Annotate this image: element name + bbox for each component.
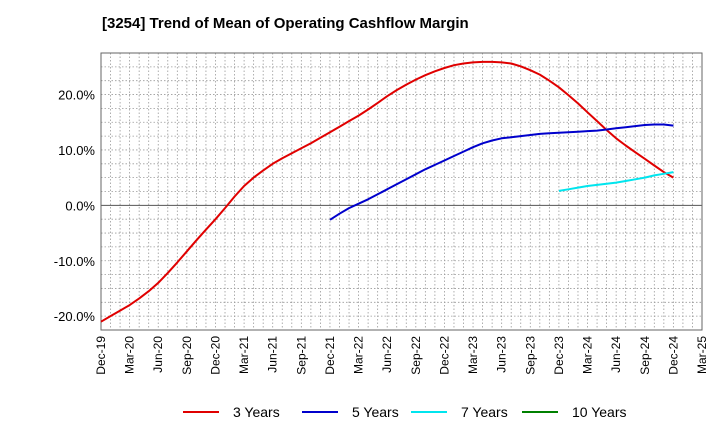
series-line-5-years [329, 123, 674, 221]
legend-label: 7 Years [461, 404, 508, 420]
x-tick-label: Mar-20 [123, 336, 137, 374]
x-tick-label: Jun-22 [380, 336, 394, 373]
x-tick-label: Jun-23 [495, 336, 509, 373]
legend-swatch [302, 411, 338, 413]
x-tick-label: Mar-22 [352, 336, 366, 374]
x-tick-label: Sep-21 [294, 336, 308, 375]
chart-title: [3254] Trend of Mean of Operating Cashfl… [102, 15, 469, 32]
legend-item: 3 Years [183, 404, 280, 420]
grid [100, 52, 703, 331]
x-tick-label: Mar-23 [466, 336, 480, 374]
legend-label: 3 Years [233, 404, 280, 420]
plot-frame [100, 52, 703, 331]
line-chart: -20.0% -10.0% 0.0% 10.0% 20.0% Dec-19 Mar-20 Ju… [54, 52, 709, 375]
x-tick-label: Mar-24 [581, 336, 595, 374]
series-line-7-years [558, 171, 674, 192]
legend-item: 7 Years [411, 404, 508, 420]
y-tick-label: -20.0% [54, 309, 96, 324]
x-tick-label: Sep-23 [523, 336, 537, 375]
legend-swatch [522, 411, 558, 413]
legend-label: 5 Years [352, 404, 399, 420]
x-tick-label: Sep-20 [180, 336, 194, 375]
y-tick-label: 0.0% [65, 198, 95, 213]
legend-item: 10 Years [522, 404, 627, 420]
x-tick-label: Sep-22 [409, 336, 423, 375]
y-tick-label: 20.0% [58, 88, 95, 103]
axes [100, 52, 703, 331]
legend-swatch [411, 411, 447, 413]
series-lines [100, 60, 674, 323]
x-tick-label: Dec-19 [94, 336, 108, 375]
x-tick-label: Jun-20 [151, 336, 165, 373]
y-tick-label: -10.0% [54, 254, 96, 269]
series-line-3-years [100, 60, 674, 323]
x-tick-label: Dec-24 [666, 336, 680, 375]
x-tick-label: Jun-24 [609, 336, 623, 373]
x-tick-label: Mar-25 [695, 336, 709, 374]
legend: 3 Years 5 Years 7 Years 10 Years [0, 404, 720, 426]
x-tick-label: Jun-21 [266, 336, 280, 373]
tick-labels: -20.0% -10.0% 0.0% 10.0% 20.0% Dec-19 Mar-20 Ju… [54, 88, 709, 375]
legend-label: 10 Years [572, 404, 627, 420]
x-tick-label: Mar-21 [237, 336, 251, 374]
x-tick-label: Sep-24 [638, 336, 652, 375]
x-tick-label: Dec-20 [208, 336, 222, 375]
legend-item: 5 Years [302, 404, 399, 420]
x-tick-label: Dec-22 [437, 336, 451, 375]
x-tick-label: Dec-21 [323, 336, 337, 375]
x-tick-label: Dec-23 [552, 336, 566, 375]
y-tick-label: 10.0% [58, 143, 95, 158]
legend-swatch [183, 411, 219, 413]
